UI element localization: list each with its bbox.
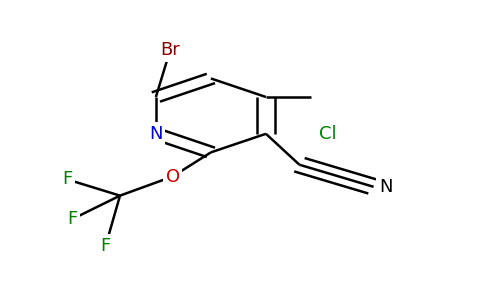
Text: Cl: Cl [319,125,337,143]
Text: F: F [67,210,77,228]
Text: Br: Br [160,41,180,59]
Text: N: N [149,125,163,143]
Text: N: N [379,178,393,196]
Text: F: F [101,237,111,255]
Text: O: O [166,167,180,185]
Text: F: F [62,170,73,188]
